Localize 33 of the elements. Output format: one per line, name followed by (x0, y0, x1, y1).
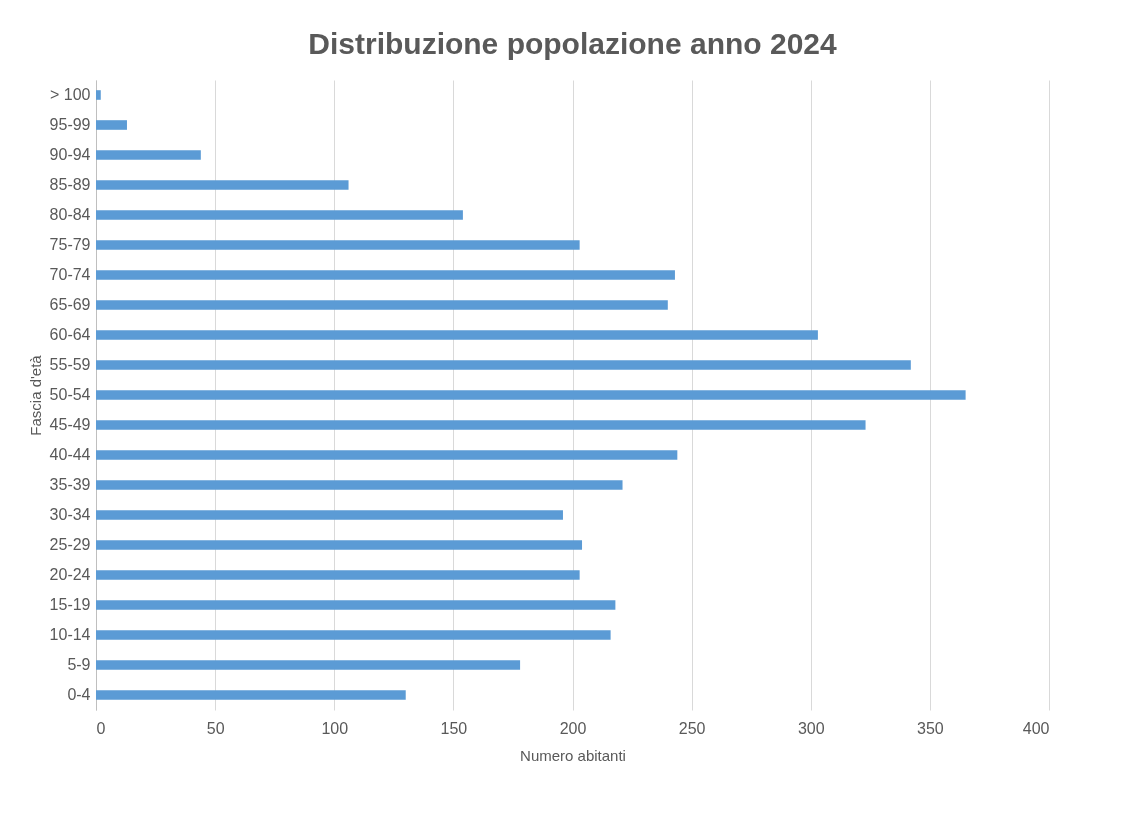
y-tick-label: 25-29 (49, 536, 91, 553)
y-tick-label: 95-99 (49, 116, 91, 133)
y-tick-label: 80-84 (49, 206, 91, 223)
y-tick-label: 50-54 (49, 386, 91, 403)
y-tick-label: 20-24 (49, 566, 91, 583)
y-tick-label: 85-89 (49, 176, 91, 193)
y-tick-label: 55-59 (49, 356, 91, 373)
x-tick-label: 250 (678, 719, 706, 737)
y-tick-label: 30-34 (49, 506, 91, 523)
y-tick-label: 40-44 (49, 446, 91, 463)
x-tick-label: 200 (559, 719, 587, 737)
y-tick-label: 45-49 (49, 416, 91, 433)
x-tick-label: 400 (1022, 719, 1050, 737)
y-tick-label: 15-19 (49, 596, 91, 613)
x-tick-label: 50 (206, 719, 225, 737)
y-tick-label: 75-79 (49, 236, 91, 253)
x-tick-label: 150 (440, 719, 468, 737)
x-tick-label: 300 (797, 719, 825, 737)
chart-title: Distribuzione popolazione anno 2024 (308, 27, 838, 60)
y-tick-label: 10-14 (49, 626, 91, 643)
y-tick-label: 65-69 (49, 296, 91, 313)
y-tick-label: 60-64 (49, 326, 91, 343)
y-tick-label: 0-4 (67, 686, 91, 703)
y-tick-label: 70-74 (49, 266, 91, 283)
x-tick-label: 100 (321, 719, 349, 737)
y-tick-label: > 100 (50, 86, 91, 103)
y-tick-label: 35-39 (49, 476, 91, 493)
x-axis-title: Numero abitanti (520, 746, 626, 764)
y-axis-title: Fascia d'età (26, 354, 44, 436)
x-tick-label: 350 (917, 719, 944, 737)
x-tick-label: 0 (96, 719, 106, 737)
y-tick-label: 5-9 (67, 656, 91, 673)
y-tick-label: 90-94 (49, 146, 91, 163)
